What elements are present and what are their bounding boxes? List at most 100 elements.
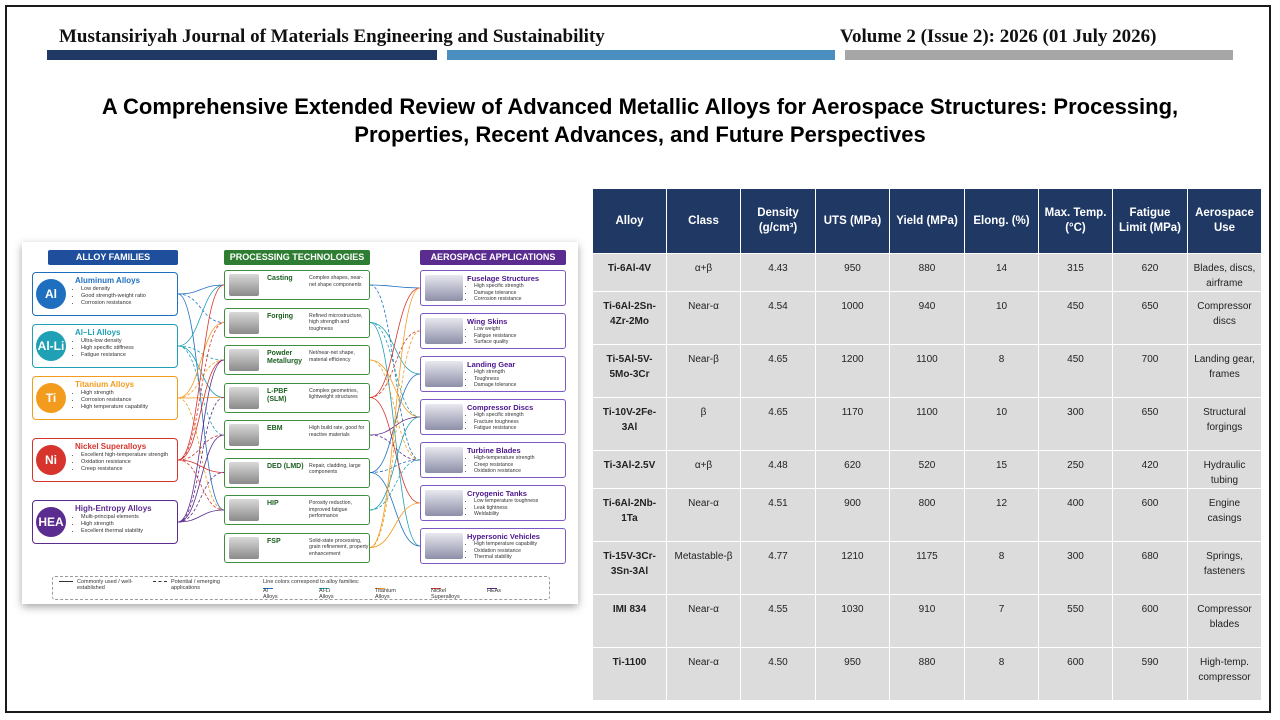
table-cell: 450: [1038, 344, 1113, 398]
application-image: [425, 490, 463, 516]
alloy-processing-figure: ALLOY FAMILIES PROCESSING TECHNOLOGIES A…: [22, 242, 578, 604]
table-cell: Near-α: [666, 647, 741, 701]
table-cell: IMI 834: [592, 594, 667, 648]
table-cell: 14: [964, 253, 1039, 292]
application-requirement: Creep resistance: [474, 462, 535, 469]
connection-line: [369, 330, 421, 398]
table-cell: Near-α: [666, 488, 741, 542]
volume-info: Volume 2 (Issue 2): 2026 (01 July 2026): [840, 26, 1157, 47]
legend-dashed-label: Potential / emerging applications: [171, 579, 220, 591]
table-cell: 1030: [815, 594, 890, 648]
alloy-property: Excellent thermal stability: [81, 528, 143, 535]
table-cell: 450: [1038, 291, 1113, 345]
alloy-property: Excellent high-temperature strength: [81, 452, 168, 459]
application-name: Hypersonic Vehicles: [467, 532, 540, 541]
table-cell: 4.50: [740, 647, 816, 701]
legend-line-icon: [487, 588, 497, 589]
application-requirement: Toughness: [474, 376, 516, 383]
header-uts: UTS (MPa): [815, 188, 890, 254]
process-description: Repair, cladding, large components: [309, 462, 361, 476]
connection-line: [369, 434, 421, 461]
process-name: Powder Metallurgy: [267, 350, 303, 365]
laser-icon: [229, 386, 259, 409]
process-description: Net/near-net shape, material efficiency: [309, 350, 355, 363]
table-cell: Ti-10V-2Fe-3Al: [592, 397, 667, 451]
table-cell: 650: [1112, 291, 1188, 345]
table-cell: Ti-6Al-4V: [592, 253, 667, 292]
application-requirement: Fracture toughness: [474, 419, 524, 426]
legend-label: Nickel Superalloys: [431, 588, 460, 600]
process-card: HIP Porosity reduction, improved fatigue …: [224, 495, 370, 525]
application-card: Wing SkinsLow weightFatigue resistanceSu…: [420, 313, 566, 349]
application-name: Cryogenic Tanks: [467, 489, 527, 498]
header-bar-navy: [47, 50, 437, 60]
header-elongation: Elong. (%): [964, 188, 1039, 254]
process-description: Porosity reduction, improved fatigue per…: [309, 500, 352, 519]
table-cell: Ti-15V-3Cr-3Sn-3Al: [592, 541, 667, 595]
table-cell: 4.51: [740, 488, 816, 542]
table-cell: 4.65: [740, 397, 816, 451]
table-cell: 250: [1038, 450, 1113, 489]
table-row: Ti-3Al-2.5V α+β 4.48 620 520 15 250 420 Hydrauli…: [592, 450, 1262, 489]
press-icon: [229, 499, 259, 521]
table-cell: 940: [889, 291, 965, 345]
deposition-icon: [229, 461, 259, 484]
table-header-row: Alloy Class Density (g/cm³) UTS (MPa) Yi…: [592, 188, 1262, 254]
connection-line: [369, 459, 421, 473]
table-cell: 315: [1038, 253, 1113, 292]
table-cell: 300: [1038, 541, 1113, 595]
connection-line: [177, 359, 225, 399]
figure-header-applications: AEROSPACE APPLICATIONS: [420, 250, 566, 265]
application-requirement: Fatigue resistance: [474, 425, 524, 432]
table-cell: Ti-1100: [592, 647, 667, 701]
application-image: [425, 275, 463, 301]
electron-beam-icon: [229, 424, 259, 446]
table-cell: 8: [964, 344, 1039, 398]
legend-solid-label: Commonly used / well-established: [77, 579, 133, 591]
process-description: Complex geometries, lightweight structur…: [309, 387, 359, 401]
table-cell: 600: [1112, 488, 1188, 542]
header-alloy: Alloy: [592, 188, 667, 254]
legend-label: Titanium Alloys: [375, 588, 396, 600]
table-cell: 12: [964, 488, 1039, 542]
table-cell: 700: [1112, 344, 1188, 398]
process-name: EBM: [267, 425, 283, 432]
alloy-family-card: Ti Titanium AlloysHigh strengthCorrosion …: [32, 376, 178, 420]
header-class: Class: [666, 188, 741, 254]
connection-line: [369, 416, 421, 511]
table-cell: 1175: [889, 541, 965, 595]
legend-line-icon: [319, 588, 329, 589]
process-name: FSP: [267, 537, 281, 545]
table-cell: 4.48: [740, 450, 816, 489]
connection-line: [177, 322, 225, 399]
table-cell: Hydraulic tubing: [1187, 450, 1262, 489]
header-yield: Yield (MPa): [889, 188, 965, 254]
connection-line: [177, 284, 225, 461]
application-requirement: Surface quality: [474, 339, 516, 346]
table-cell: 1100: [889, 397, 965, 451]
table-cell: Near-α: [666, 291, 741, 345]
legend-line-icon: [375, 588, 385, 589]
table-cell: α+β: [666, 450, 741, 489]
table-cell: Ti-5Al-5V-5Mo-3Cr: [592, 344, 667, 398]
application-requirement: Fatigue resistance: [474, 333, 516, 340]
table-cell: Near-β: [666, 344, 741, 398]
application-card: Turbine BladesHigh-temperature strengthC…: [420, 442, 566, 478]
powder-icon: [229, 349, 259, 371]
table-cell: 900: [815, 488, 890, 542]
application-image: [425, 318, 463, 344]
table-cell: 800: [889, 488, 965, 542]
table-row: Ti-10V-2Fe-3Al β 4.65 1170 1100 10 300 650 Struc…: [592, 397, 1262, 451]
legend-line-icon: [263, 588, 273, 589]
table-cell: 1200: [815, 344, 890, 398]
forging-icon: [229, 311, 259, 334]
process-card: Powder Metallurgy Net/near-net shape, mat…: [224, 345, 370, 375]
application-image: [425, 404, 463, 430]
alloy-property: Good strength-weight ratio: [81, 293, 146, 300]
application-card: Hypersonic VehiclesHigh temperature capa…: [420, 528, 566, 564]
connection-line: [177, 284, 225, 295]
application-requirement: Corrosion resistance: [474, 296, 524, 303]
alloy-family-name: Aluminum Alloys: [75, 276, 141, 285]
legend-label: Al-Li Alloys: [319, 588, 334, 600]
application-image: [425, 447, 463, 473]
